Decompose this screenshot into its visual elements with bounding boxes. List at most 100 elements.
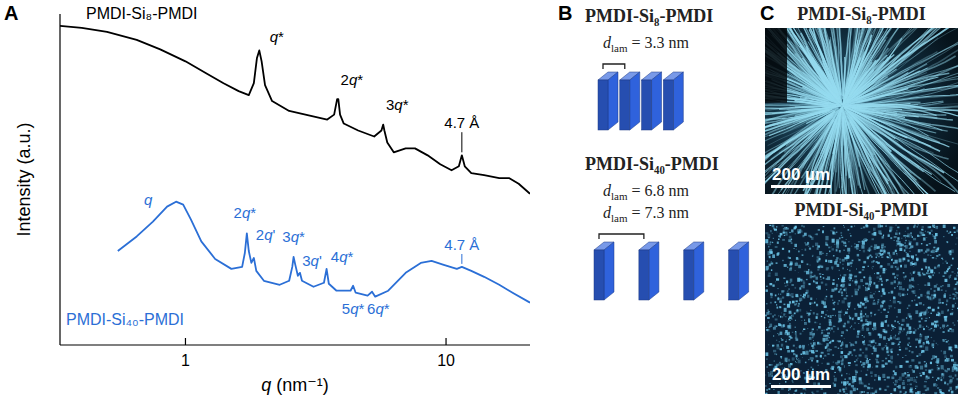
texture-grain (878, 375, 880, 376)
texture-grain (785, 341, 787, 342)
texture-grain (896, 316, 897, 318)
texture-grain (924, 381, 926, 382)
texture-grain (946, 270, 948, 272)
texture-grain (844, 355, 847, 358)
texture-grain (834, 261, 837, 264)
texture-grain (914, 224, 916, 226)
texture-grain (919, 231, 921, 233)
texture-grain (943, 377, 944, 378)
texture-grain (772, 242, 773, 243)
texture-grain (930, 226, 931, 227)
texture-grain (766, 266, 769, 270)
texture-grain (847, 381, 849, 383)
texture-grain (875, 359, 876, 360)
scale-bar (771, 185, 831, 188)
texture-grain (799, 287, 801, 289)
texture-grain (816, 313, 818, 315)
texture-grain (855, 364, 857, 366)
texture-grain (915, 388, 916, 389)
texture-grain (885, 345, 887, 347)
texture-grain (917, 367, 919, 369)
texture-grain (803, 280, 805, 282)
texture-grain (775, 295, 777, 297)
texture-grain (868, 383, 870, 384)
texture-grain (841, 235, 842, 236)
texture-grain (778, 391, 780, 394)
texture-grain (943, 236, 944, 238)
texture-grain (815, 350, 818, 352)
texture-grain (920, 366, 923, 370)
texture-grain (902, 288, 904, 290)
micrograph-ground (765, 224, 958, 394)
texture-grain (877, 255, 879, 256)
peak-label: 4q* (331, 248, 354, 265)
texture-grain (850, 327, 851, 329)
texture-grain (926, 341, 929, 344)
texture-grain (932, 250, 935, 253)
block-side (739, 242, 749, 300)
texture-grain (825, 338, 827, 341)
texture-grain (946, 341, 948, 343)
texture-grain (813, 312, 815, 314)
texture-grain (904, 265, 907, 268)
texture-grain (847, 248, 850, 252)
texture-grain (841, 295, 843, 297)
texture-grain (841, 331, 844, 334)
texture-grain (848, 383, 851, 385)
texture-grain (795, 327, 796, 328)
texture-grain (936, 255, 937, 256)
texture-grain (889, 227, 892, 231)
texture-grain (925, 266, 927, 269)
texture-grain (908, 344, 910, 346)
texture-grain (956, 237, 958, 239)
texture-grain (793, 353, 795, 355)
texture-grain (849, 315, 850, 317)
texture-grain (949, 266, 951, 268)
texture-grain (805, 249, 807, 251)
texture-grain (897, 386, 899, 387)
texture-grain (923, 342, 925, 345)
texture-grain (786, 361, 787, 362)
texture-grain (857, 304, 859, 307)
texture-grain (915, 310, 918, 314)
texture-grain (884, 379, 886, 381)
text-run: 4 (331, 248, 339, 265)
texture-grain (888, 292, 890, 293)
texture-grain (907, 372, 908, 373)
operator: = (628, 182, 645, 199)
texture-grain (860, 313, 862, 316)
texture-grain (851, 266, 852, 267)
texture-grain (848, 229, 850, 230)
texture-grain (811, 392, 813, 394)
texture-grain (789, 316, 792, 319)
texture-grain (834, 378, 837, 382)
texture-grain (830, 260, 833, 263)
texture-grain (816, 322, 818, 323)
texture-streak (845, 112, 903, 194)
texture-grain (893, 388, 895, 391)
scale-bar-label: 200 µm (772, 165, 830, 184)
texture-grain (829, 251, 830, 253)
texture-grain (898, 267, 899, 268)
texture-grain (830, 321, 831, 322)
texture-grain (790, 320, 791, 321)
texture-grain (873, 327, 876, 330)
texture-grain (859, 272, 862, 274)
texture-grain (907, 379, 910, 382)
texture-grain (899, 302, 901, 305)
texture-grain (826, 289, 827, 290)
texture-grain (813, 280, 814, 282)
texture-grain (891, 259, 892, 261)
x-axis-title: q (nm⁻¹) (261, 375, 329, 395)
texture-grain (862, 341, 865, 344)
texture-grain (941, 258, 943, 259)
texture-grain (766, 286, 768, 287)
texture-grain (885, 320, 887, 323)
texture-grain (787, 293, 790, 296)
texture-grain (934, 321, 936, 323)
texture-grain (840, 355, 843, 358)
texture-grain (788, 359, 790, 362)
texture-grain (816, 360, 818, 363)
texture-grain (941, 311, 944, 314)
texture-grain (866, 360, 869, 364)
